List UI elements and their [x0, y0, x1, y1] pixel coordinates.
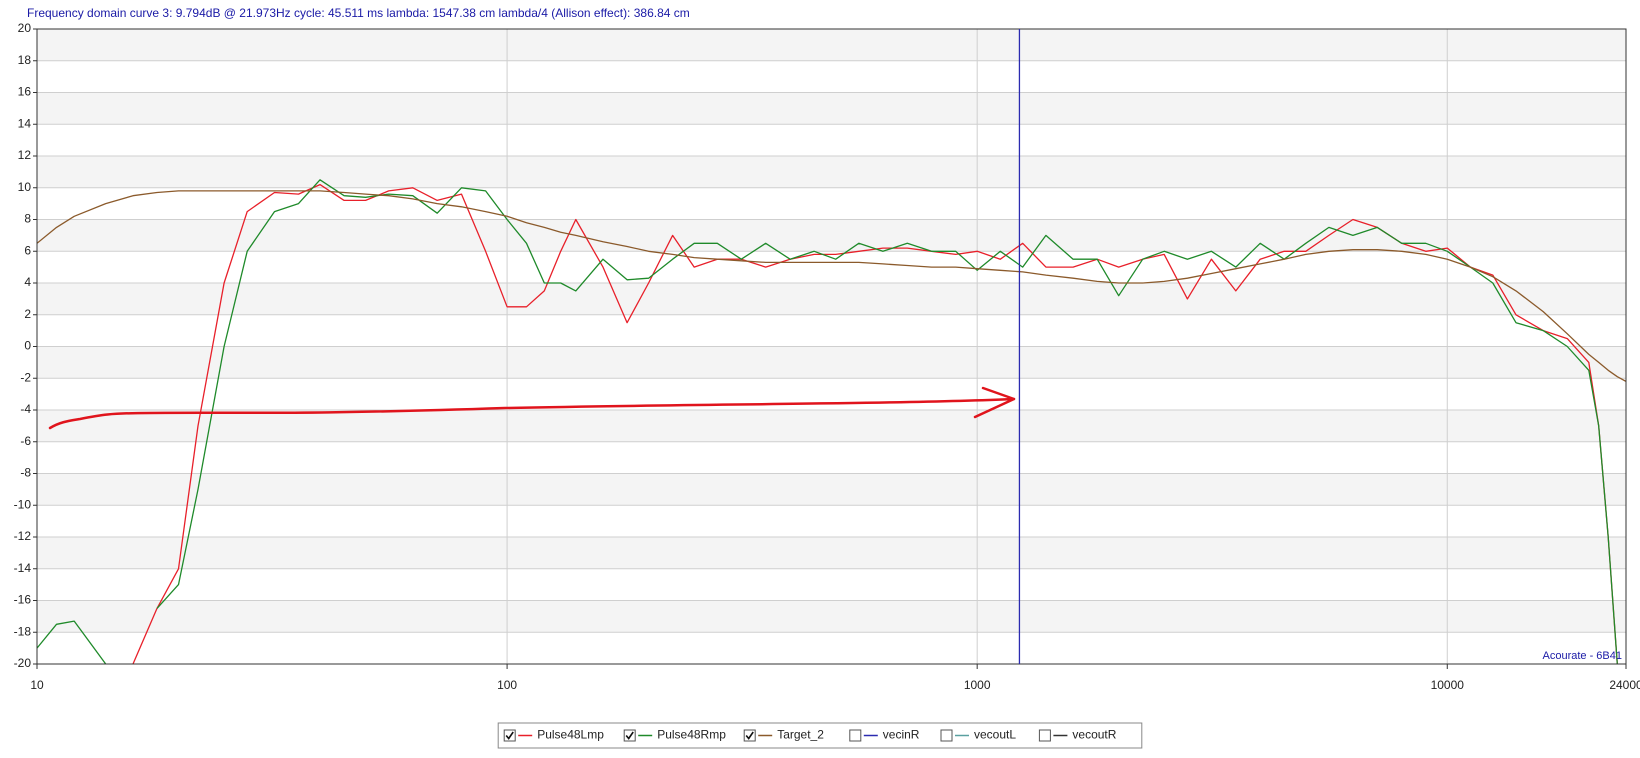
y-tick-label: -8 [20, 466, 31, 480]
y-tick-label: -16 [14, 593, 32, 607]
grid-band [37, 92, 1626, 125]
y-tick-label: -18 [14, 624, 32, 638]
annotation-arrowhead [973, 386, 1016, 419]
y-tick-label: -4 [20, 402, 31, 416]
legend-checkbox[interactable] [503, 729, 516, 742]
legend-checkmark [625, 731, 634, 740]
watermark: Acourate - 6B41 [1543, 650, 1623, 662]
legend-checkbox[interactable] [1038, 729, 1051, 742]
y-tick-label: 4 [24, 275, 31, 289]
grid-band [37, 410, 1626, 442]
y-tick-label: 18 [18, 53, 32, 67]
series-line [37, 190, 1626, 382]
grid-band [37, 346, 1626, 379]
grid-band [37, 473, 1626, 506]
legend-label: Pulse48Lmp [537, 728, 604, 742]
grid-bands [37, 29, 1626, 633]
series-line [37, 179, 1618, 664]
legend-label: vecoutL [974, 728, 1016, 742]
legend-label: Target_2 [777, 728, 824, 742]
y-tick-label: 0 [24, 339, 31, 353]
legend-label: Pulse48Rmp [657, 728, 726, 742]
legend-label: vecoutR [1072, 728, 1116, 742]
grid-band [37, 156, 1626, 188]
grid-band [37, 29, 1626, 61]
y-tick-label: -14 [14, 561, 32, 575]
y-tick-label: 2 [24, 307, 31, 321]
y-tick-label: -6 [20, 434, 31, 448]
y-tick-label: -2 [20, 370, 31, 384]
cursor-readout: Frequency domain curve 3: 9.794dB @ 21.9… [27, 6, 690, 20]
plot-lines [37, 179, 1626, 664]
y-tick-label: 6 [24, 243, 31, 257]
x-tick-label: 100 [497, 678, 517, 692]
x-tick-label: 10 [30, 678, 44, 692]
y-tick-label: -10 [14, 497, 32, 511]
legend: Pulse48Lmp Pulse48Rmp Target_2 vecinR vecout… [497, 722, 1143, 749]
plot-frame [36, 28, 1627, 665]
legend-checkbox[interactable] [940, 729, 953, 742]
grid-band [37, 219, 1626, 252]
legend-checkmark [745, 731, 754, 740]
grid-band [37, 600, 1626, 633]
legend-checkbox[interactable] [849, 729, 862, 742]
legend-box [497, 722, 1143, 749]
y-tick-label: 12 [18, 148, 32, 162]
grid-band [37, 537, 1626, 569]
y-tick-label: -12 [14, 529, 32, 543]
y-tick-label: -20 [14, 656, 32, 670]
annotation-arrow [48, 397, 1016, 430]
y-tick-label: 16 [18, 85, 32, 99]
grid-band [37, 283, 1626, 315]
y-tick-label: 14 [18, 116, 32, 130]
legend-checkbox[interactable] [743, 729, 756, 742]
legend-label: vecinR [883, 728, 920, 742]
legend-checkbox[interactable] [623, 729, 636, 742]
x-tick-label: 1000 [964, 678, 991, 692]
y-tick-label: 10 [18, 180, 32, 194]
y-tick-label: 20 [18, 21, 32, 35]
x-tick-label: 10000 [1431, 678, 1465, 692]
x-tick-label: 24000 [1609, 678, 1640, 692]
legend-checkmark [505, 731, 514, 740]
y-tick-label: 8 [24, 212, 31, 226]
